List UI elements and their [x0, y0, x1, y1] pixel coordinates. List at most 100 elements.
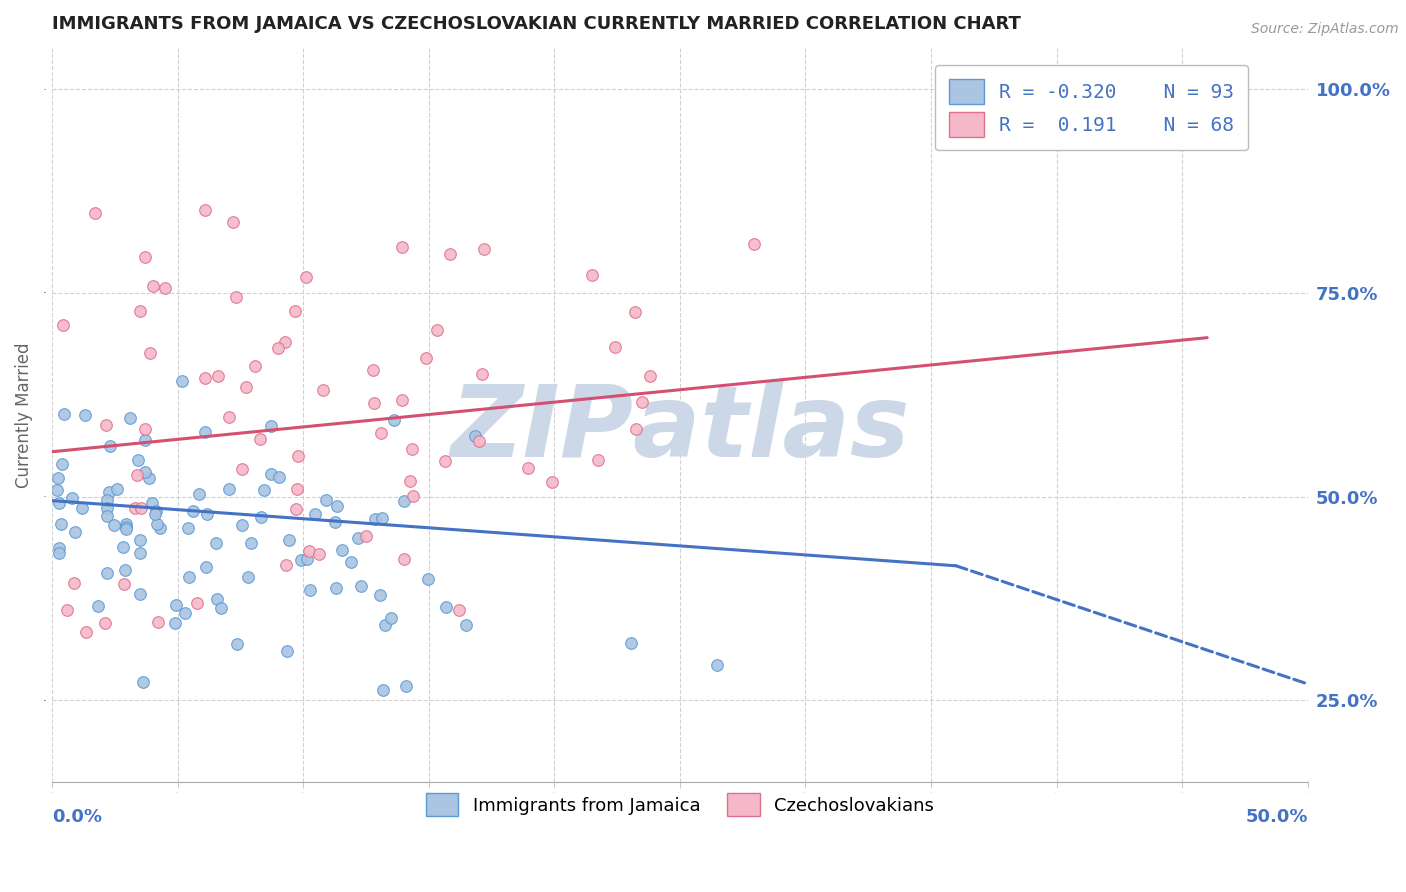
Point [267, 341, 290, 355]
Point [127, 452, 149, 467]
Point [260, 467, 283, 481]
Point [93, 615, 115, 630]
Point [149, 521, 172, 535]
Point [131, 501, 153, 516]
Point [177, 570, 200, 584]
Point [194, 370, 217, 384]
Point [96, 417, 118, 432]
Point [395, 679, 418, 693]
Point [114, 563, 136, 577]
Point [115, 522, 138, 536]
Point [128, 304, 150, 318]
Point [183, 503, 205, 517]
Point [434, 600, 457, 615]
Point [624, 305, 647, 319]
Point [209, 601, 232, 615]
Point [75, 625, 97, 640]
Point [62, 576, 84, 591]
Point [326, 499, 349, 513]
Point [145, 504, 167, 518]
Point [330, 543, 353, 558]
Point [361, 363, 384, 377]
Point [603, 341, 626, 355]
Point [371, 683, 394, 698]
Point [134, 251, 156, 265]
Text: 50.0%: 50.0% [1246, 808, 1308, 826]
Point [439, 246, 461, 260]
Point [186, 596, 208, 610]
Point [48, 496, 70, 510]
Point [340, 555, 363, 569]
Point [188, 486, 211, 500]
Point [134, 433, 156, 447]
Point [346, 531, 368, 545]
Point [231, 517, 253, 532]
Point [368, 588, 391, 602]
Point [194, 203, 217, 218]
Point [207, 368, 229, 383]
Point [449, 603, 471, 617]
Point [426, 323, 449, 337]
Point [173, 607, 195, 621]
Point [392, 494, 415, 508]
Point [517, 461, 540, 475]
Point [146, 517, 169, 532]
Point [382, 413, 405, 427]
Point [259, 418, 281, 433]
Point [70, 501, 93, 516]
Point [218, 482, 240, 496]
Point [112, 576, 135, 591]
Point [73, 408, 96, 422]
Point [380, 610, 402, 624]
Legend: Immigrants from Jamaica, Czechoslovakians: Immigrants from Jamaica, Czechoslovakian… [416, 784, 943, 825]
Point [742, 237, 765, 252]
Point [120, 411, 142, 425]
Point [129, 533, 152, 547]
Point [374, 618, 396, 632]
Point [48, 471, 70, 485]
Point [706, 658, 728, 673]
Point [285, 502, 308, 516]
Point [139, 346, 162, 360]
Point [51, 457, 73, 471]
Point [165, 598, 187, 612]
Point [287, 449, 309, 463]
Point [60, 491, 83, 506]
Point [354, 529, 377, 543]
Point [472, 242, 495, 256]
Point [394, 552, 416, 566]
Point [134, 466, 156, 480]
Point [274, 335, 297, 350]
Point [235, 380, 257, 394]
Point [311, 383, 333, 397]
Point [239, 536, 262, 550]
Point [364, 511, 387, 525]
Point [112, 540, 135, 554]
Point [363, 395, 385, 409]
Point [464, 428, 486, 442]
Point [454, 617, 477, 632]
Point [287, 482, 309, 496]
Point [153, 281, 176, 295]
Point [141, 496, 163, 510]
Point [416, 572, 439, 586]
Point [195, 560, 218, 574]
Point [52, 318, 75, 332]
Point [96, 493, 118, 508]
Point [297, 552, 319, 566]
Point [134, 422, 156, 436]
Point [48, 541, 70, 555]
Point [467, 434, 489, 448]
Point [581, 268, 603, 283]
Point [276, 644, 298, 658]
Point [236, 570, 259, 584]
Point [402, 489, 425, 503]
Point [308, 547, 330, 561]
Point [218, 410, 240, 425]
Point [624, 421, 647, 435]
Point [325, 581, 347, 595]
Point [225, 636, 247, 650]
Point [48, 546, 70, 560]
Point [315, 493, 337, 508]
Point [105, 482, 128, 496]
